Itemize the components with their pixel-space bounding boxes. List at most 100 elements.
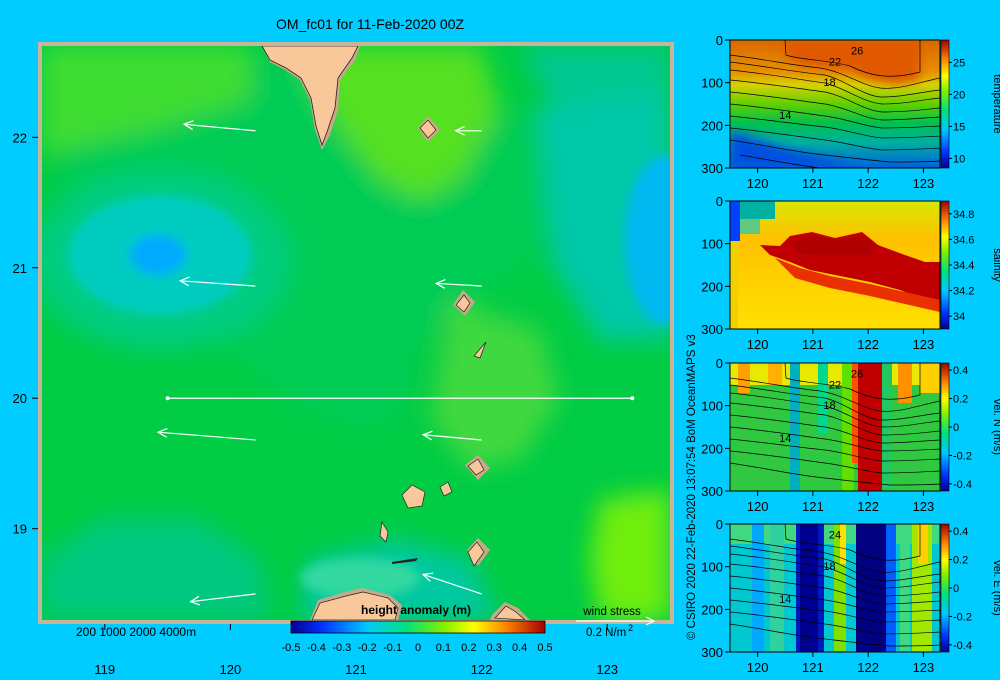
wind-vector (178, 276, 256, 287)
section-end (630, 396, 635, 401)
panel-x-tick-label: 121 (802, 337, 824, 352)
colorbar-tick-label: 0.4 (953, 526, 968, 538)
map-colorbar-tick-label: -0.1 (383, 642, 402, 654)
colorbar-tick-label: 0.2 (953, 555, 968, 567)
panel-x-tick-label: 121 (802, 499, 824, 514)
map-y-tick-label: 21 (13, 261, 27, 276)
map-x-tick-label: 123 (596, 662, 618, 677)
colorbar-tick-label: -0.4 (953, 479, 972, 491)
wind-vector (156, 427, 256, 441)
wind-vectors (156, 120, 482, 606)
colorbar-tick-label: 34.4 (953, 260, 974, 272)
section-line (165, 396, 635, 401)
panel-frame (729, 39, 941, 169)
panel-y-tick-label: 0 (716, 517, 723, 532)
colorbar-tick-label: 34.8 (953, 209, 974, 221)
map-y-tick-label: 22 (13, 130, 27, 145)
colorbar-tick-label: 0.2 (953, 394, 968, 406)
wind-legend-value: 0.2 N/m (586, 627, 626, 639)
panel-x-tick-label: 120 (747, 660, 769, 675)
east-velocity-axes: 120 121 122 123 0 100 200 300 -0.4 -0.2 0 0.2 0.4 vel… (701, 517, 1000, 675)
map-colorbar-tick-label: 0.1 (436, 642, 451, 654)
panel-y-tick-label: 300 (701, 484, 723, 499)
colorbar-tick-label: 34 (953, 311, 965, 323)
contour-label: 18 (823, 400, 835, 412)
contour-label: 18 (823, 561, 835, 573)
panel-x-tick-label: 123 (913, 337, 935, 352)
panel-y-tick-label: 100 (701, 399, 723, 414)
colorbar-tick-label: 0.4 (953, 365, 968, 377)
depth-legend: 200 1000 2000 4000m (76, 625, 196, 639)
colorbar-tick-label: -0.2 (953, 450, 972, 462)
panel-frame (729, 200, 941, 330)
colorbar-tick-label: 10 (953, 153, 965, 165)
panel-x-tick-label: 121 (802, 176, 824, 191)
colorbar-label: vel. N (m/s) (991, 399, 1000, 455)
colorbar-tick-label: 25 (953, 57, 965, 69)
contour-label: 18 (823, 77, 835, 89)
map-colorbar-tick-label: -0.2 (358, 642, 377, 654)
wind-legend-arrowhead (645, 616, 656, 626)
colorbar-label: temperature (991, 74, 1000, 133)
panel-y-tick-label: 300 (701, 322, 723, 337)
salinity-panel: 120 121 122 123 0 100 200 300 34 34.2 34.4 34.6 34.8… (701, 194, 1000, 352)
panel-y-tick-label: 0 (716, 194, 723, 209)
map-colorbar-tick-label: 0.5 (537, 642, 552, 654)
colorbar-tick-label: 0 (953, 583, 959, 595)
wind-vector (434, 279, 482, 289)
section-start (165, 396, 170, 401)
panel-y-tick-label: 200 (701, 118, 723, 133)
colorbar-tick-label: 20 (953, 89, 965, 101)
wind-vector (454, 125, 482, 136)
map-y-tick-label: 20 (13, 391, 27, 406)
wind-legend-superscript: 2 (628, 623, 633, 633)
map-colorbar-tick-label: 0.2 (461, 642, 476, 654)
panel-x-tick-label: 120 (747, 499, 769, 514)
colorbar-tick-label: 15 (953, 121, 965, 133)
wind-vector (421, 430, 482, 441)
contour-label: 24 (829, 530, 841, 542)
map-y-tick-label: 19 (13, 522, 27, 537)
colorbar-title: height anomaly (m) (361, 603, 471, 617)
contour-label: 22 (829, 379, 841, 391)
panel-x-tick-label: 120 (747, 337, 769, 352)
panel-x-tick-label: 122 (857, 337, 879, 352)
panel-frame (729, 362, 941, 492)
map-colorbar (290, 620, 546, 634)
map-colorbar-tick-label: 0.4 (512, 642, 527, 654)
map-colorbar-ticks: -0.5 -0.4 -0.3 -0.2 -0.1 0 0.1 0.2 0.3 0.4 0.5 (282, 642, 553, 654)
panel-y-tick-label: 300 (701, 161, 723, 176)
salinity-axes: 120 121 122 123 0 100 200 300 34 34.2 34.4 34.6 34.8… (701, 194, 1000, 352)
contour-label: 14 (779, 594, 791, 606)
panel-y-tick-label: 200 (701, 279, 723, 294)
panel-x-tick-label: 121 (802, 660, 824, 675)
panel-y-tick-label: 0 (716, 33, 723, 48)
east-velocity-panel: 120 121 122 123 0 100 200 300 -0.4 -0.2 0 0.2 0.4 vel… (701, 517, 1000, 675)
colorbar-tick-label: 34.6 (953, 234, 974, 246)
colorbar-label: salinity (991, 248, 1000, 282)
colorbar-tick-label: -0.4 (953, 640, 972, 652)
north-velocity-axes: 120 121 122 123 0 100 200 300 -0.4 -0.2 0 0.2 0.4 vel… (701, 356, 1000, 514)
temperature-panel: 120 121 122 123 0 100 200 300 10 15 20 25 temperatur… (701, 33, 1000, 191)
map-x-tick-label: 120 (220, 662, 242, 677)
colorbar-tick-label: 34.2 (953, 286, 974, 298)
contour-label: 26 (851, 369, 863, 381)
panel-x-tick-label: 120 (747, 176, 769, 191)
panel-colorbar (940, 523, 950, 653)
map-colorbar-tick-label: 0 (415, 642, 421, 654)
temperature-axes: 120 121 122 123 0 100 200 300 10 15 20 25 temperatur… (701, 33, 1000, 191)
map-x-tick-label: 122 (471, 662, 493, 677)
panel-y-tick-label: 100 (701, 560, 723, 575)
wind-vector (421, 572, 482, 595)
panel-x-tick-label: 123 (913, 499, 935, 514)
colorbar-label: vel. E (m/s) (991, 560, 1000, 616)
wind-legend-label: wind stress (582, 606, 641, 618)
panel-x-tick-label: 123 (913, 176, 935, 191)
map-colorbar-tick-label: 0.3 (487, 642, 502, 654)
panel-colorbar (940, 39, 950, 169)
wind-vector (182, 120, 256, 132)
panel-y-tick-label: 200 (701, 441, 723, 456)
map-field (42, 46, 670, 620)
